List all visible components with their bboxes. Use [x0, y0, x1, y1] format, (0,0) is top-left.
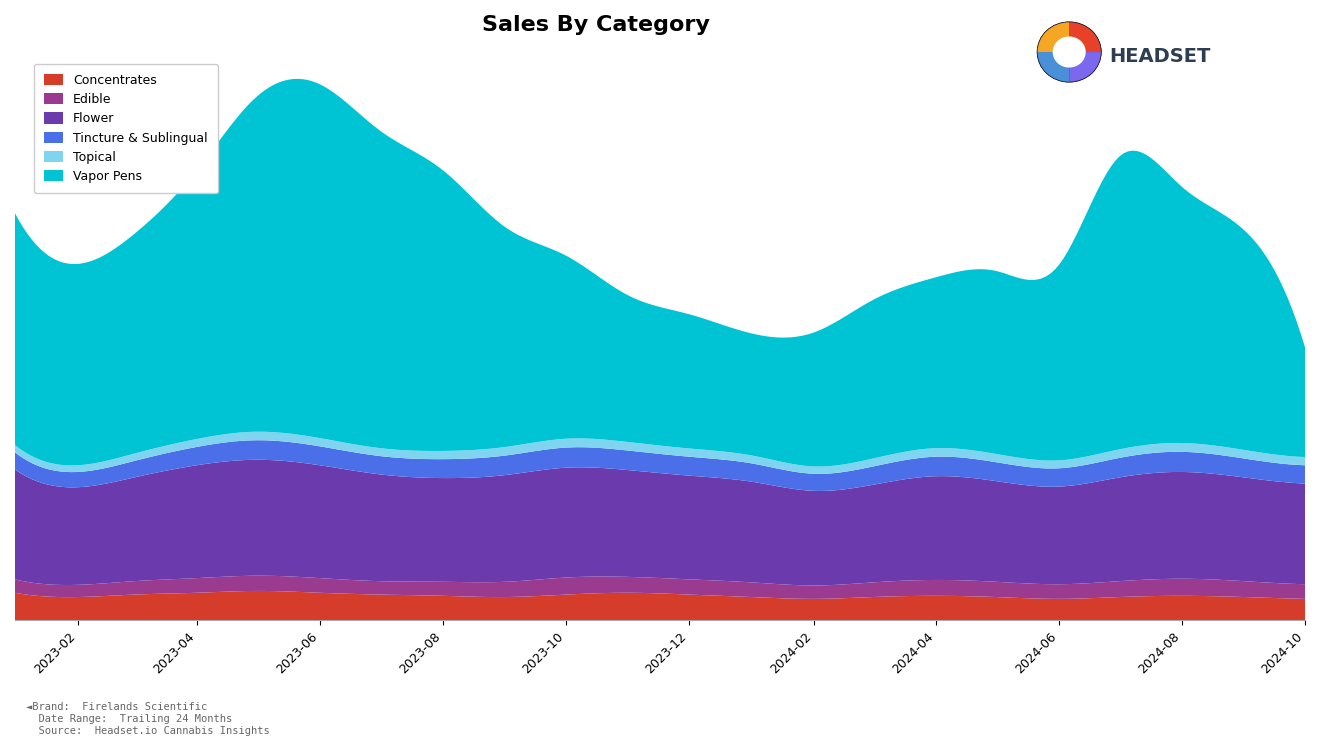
Circle shape: [1053, 37, 1085, 67]
Circle shape: [1038, 22, 1101, 82]
Wedge shape: [1038, 22, 1069, 52]
Wedge shape: [1038, 52, 1069, 82]
Wedge shape: [1069, 52, 1101, 82]
Text: HEADSET: HEADSET: [1109, 48, 1210, 66]
Title: Sales By Category: Sales By Category: [482, 15, 709, 35]
Circle shape: [1038, 22, 1101, 82]
Wedge shape: [1069, 22, 1101, 52]
Text: ◄Brand:  Firelands Scientific
  Date Range:  Trailing 24 Months
  Source:  Heads: ◄Brand: Firelands Scientific Date Range:…: [26, 702, 271, 736]
Legend: Concentrates, Edible, Flower, Tincture & Sublingual, Topical, Vapor Pens: Concentrates, Edible, Flower, Tincture &…: [34, 64, 218, 193]
